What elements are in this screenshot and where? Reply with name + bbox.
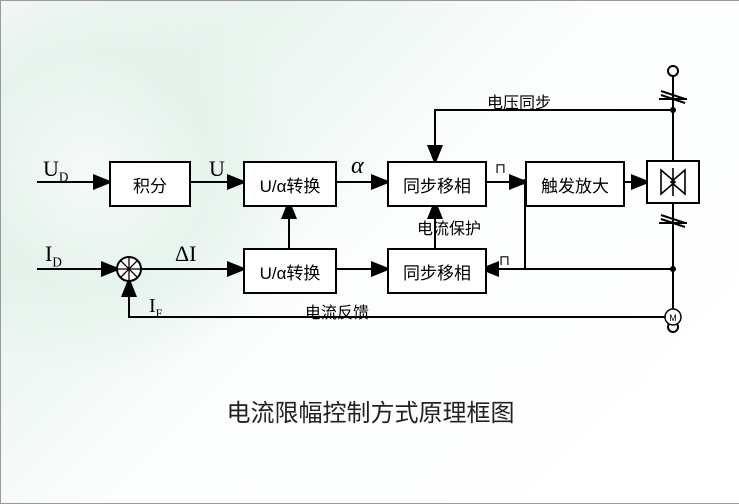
label-vsync: 电压同步 bbox=[487, 89, 551, 113]
label-pulse1: ⊓ bbox=[495, 161, 506, 178]
label-iprot: 电流保护 bbox=[417, 215, 481, 239]
label-If: IF bbox=[149, 295, 162, 321]
label-alpha: α bbox=[351, 153, 364, 180]
label-U: U bbox=[209, 156, 225, 182]
slide: M 积分U/α转换同步移相触发放大U/α转换同步移相 UDUαIDΔIIF⊓⊓电… bbox=[0, 0, 739, 504]
label-Id: ID bbox=[45, 241, 62, 270]
terminal-top bbox=[668, 66, 678, 76]
label-Ud: UD bbox=[43, 156, 68, 185]
block-b4: 触发放大 bbox=[525, 161, 625, 207]
svg-text:M: M bbox=[669, 313, 677, 323]
label-ifb: 电流反馈 bbox=[305, 299, 369, 323]
line-12 bbox=[435, 110, 673, 161]
label-dI: ΔI bbox=[175, 241, 196, 267]
title: 电流限幅控制方式原理框图 bbox=[1, 393, 739, 428]
block-b3: 同步移相 bbox=[387, 161, 487, 207]
block-b6: 同步移相 bbox=[387, 248, 487, 294]
block-b2: U/α转换 bbox=[243, 161, 337, 207]
block-b1: 积分 bbox=[109, 161, 191, 207]
label-pulse2: ⊓ bbox=[499, 253, 510, 270]
block-b5: U/α转换 bbox=[243, 248, 337, 294]
